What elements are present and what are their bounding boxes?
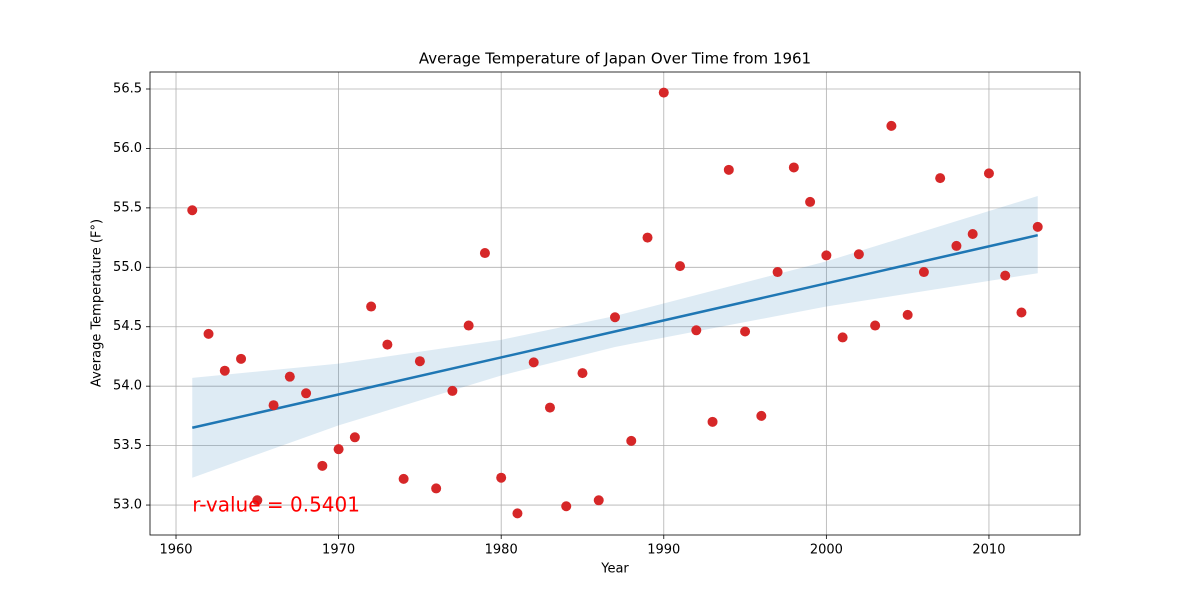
y-tick-label: 53.0 [113,498,142,513]
point [983,168,994,179]
point [301,388,312,399]
regression-line [191,233,1039,429]
x-tick-label: 1960 [159,543,192,558]
point [837,332,848,343]
point [886,120,897,131]
point [496,472,507,483]
point [414,356,425,367]
chart-title: Average Temperature of Japan Over Time f… [419,50,811,68]
y-axis-label: Average Temperature (F°) [90,219,105,387]
point [203,328,214,339]
point [1032,221,1043,232]
point [593,495,604,506]
point [431,483,442,494]
y-tick-label: 56.0 [113,141,142,156]
point [252,495,263,506]
point [658,87,669,98]
point [805,196,816,207]
x-tick-label: 1980 [485,543,518,558]
point [463,320,474,331]
point [951,240,962,251]
confidence-band [192,195,1038,478]
point [772,267,783,278]
point [219,365,230,376]
x-tick-label: 2010 [972,543,1005,558]
y-tick-label: 53.5 [113,438,142,453]
point [853,249,864,260]
point [398,473,409,484]
point [691,325,702,336]
point [935,173,946,184]
point [870,320,881,331]
point [479,248,490,259]
point [788,162,799,173]
point [268,400,279,411]
y-tick-label: 56.5 [113,81,142,96]
point [610,312,620,323]
point [528,357,539,368]
point [642,232,653,243]
point [756,410,767,421]
y-tick-label: 55.5 [113,200,142,215]
annotation: r-value = 0.5401 [192,493,360,517]
point [707,416,718,427]
point [918,267,929,278]
point [447,385,458,396]
point [512,508,523,519]
point [1000,270,1011,281]
point [284,371,295,382]
point [723,164,734,175]
y-tick-label: 54.0 [113,379,142,394]
point [561,501,572,512]
point [902,309,913,320]
point [187,205,198,216]
point [333,444,344,455]
point [967,229,978,240]
x-axis-label: Year [600,562,629,577]
point [236,353,247,364]
point [382,339,393,350]
x-tick-label: 2000 [810,543,843,558]
point [626,435,637,446]
point [675,261,686,272]
point [366,301,377,312]
point [740,326,751,337]
point [317,460,328,471]
x-tick-label: 1990 [647,543,680,558]
point [577,368,588,379]
point [349,432,360,443]
point [544,402,555,413]
x-tick-label: 1970 [322,543,355,558]
y-tick-label: 54.5 [113,319,142,334]
point [1016,307,1027,318]
plot-frame [149,71,1081,536]
y-tick-label: 55.0 [113,260,142,275]
point [821,250,832,261]
